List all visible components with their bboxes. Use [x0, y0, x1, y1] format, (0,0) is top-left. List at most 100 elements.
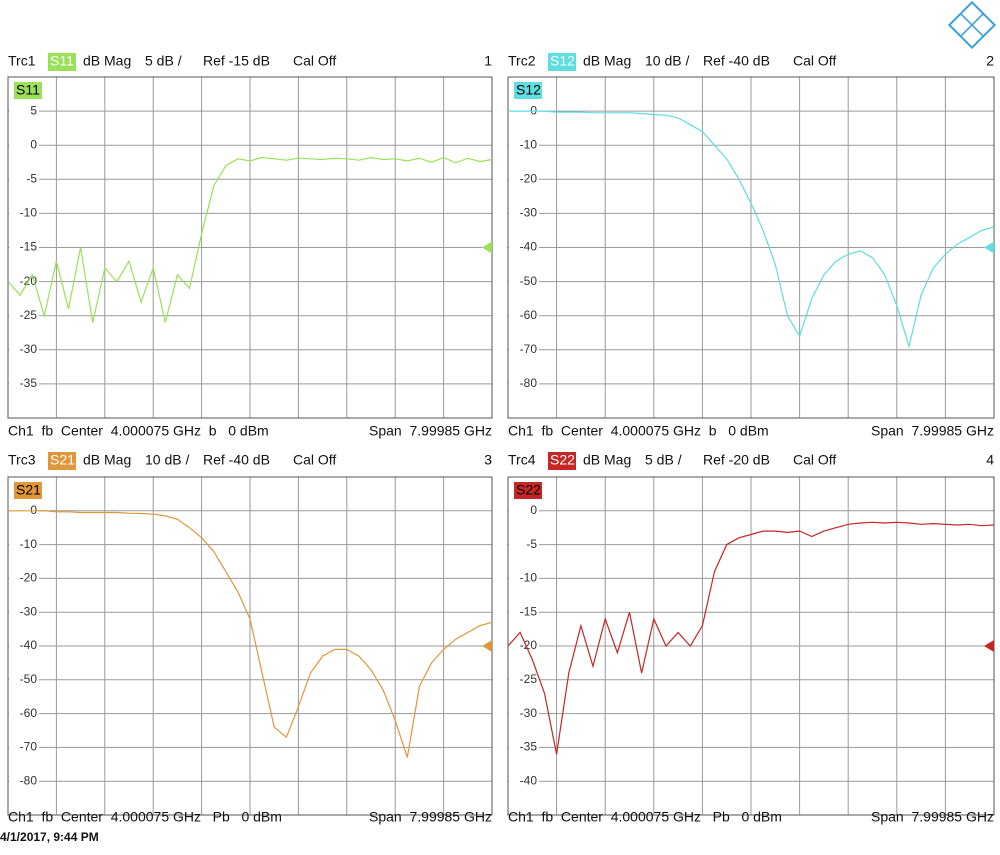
label-bg — [509, 206, 539, 221]
label-bg — [509, 342, 539, 357]
calibration: Cal Off — [293, 53, 336, 69]
legend-badge — [14, 82, 42, 99]
y-tick-label: -40 — [520, 773, 538, 787]
y-tick-label: 0 — [30, 137, 37, 151]
trace-id: Trc1 — [8, 53, 36, 69]
scale: 5 dB / — [145, 53, 182, 69]
channel-info: Ch1 fb Center 4.000075 GHz Pb 0 dBm — [8, 809, 282, 825]
label-bg — [9, 639, 39, 653]
y-tick-label: -20 — [20, 571, 38, 585]
scale: 5 dB / — [645, 452, 682, 468]
legend-label: S21 — [16, 482, 41, 498]
logo-diamond — [947, 0, 997, 50]
trace-number: 1 — [484, 53, 492, 69]
trace-line — [507, 521, 995, 755]
legend-label: S11 — [16, 82, 40, 98]
trace-param: S22 — [550, 452, 575, 468]
label-bg — [509, 376, 539, 391]
trace-line — [7, 156, 493, 323]
reference: Ref -40 dB — [203, 452, 270, 468]
y-tick-label: -80 — [20, 773, 38, 787]
timestamp: 4/1/2017, 9:44 PM — [0, 830, 99, 844]
label-bg — [509, 172, 539, 187]
y-tick-label: 0 — [530, 503, 537, 517]
ref-marker — [984, 241, 994, 254]
y-tick-label: -40 — [520, 240, 538, 254]
legend-badge — [514, 482, 542, 499]
y-tick-label: -35 — [520, 740, 538, 754]
channel-info: Ch1 fb Center 4.000075 GHz b 0 dBm — [8, 423, 269, 439]
trace-badge — [548, 452, 576, 470]
y-tick-label: -10 — [20, 537, 38, 551]
y-tick-label: -5 — [26, 171, 37, 185]
label-bg — [509, 740, 539, 755]
trace-param: S21 — [50, 452, 75, 468]
trace-panel: Trc1 S11 dB Mag 5 dB / Ref -15 dB Cal Off 1 5 0 -… — [7, 53, 493, 439]
label-bg — [509, 706, 539, 721]
trace-badge — [48, 452, 76, 470]
y-tick-label: -70 — [20, 740, 38, 754]
y-tick-label: -30 — [20, 604, 38, 618]
ref-marker — [984, 640, 994, 652]
label-bg — [509, 537, 539, 552]
calibration: Cal Off — [293, 452, 336, 468]
calibration: Cal Off — [793, 53, 836, 69]
y-tick-label: -10 — [520, 137, 538, 151]
reference: Ref -15 dB — [203, 53, 270, 69]
y-tick-label: -40 — [20, 638, 38, 652]
span-info: Span 7.99985 GHz — [369, 423, 492, 439]
label-bg — [9, 206, 39, 221]
ref-marker — [482, 640, 492, 652]
label-bg — [9, 672, 39, 687]
label-bg — [509, 503, 539, 518]
legend-label: S22 — [516, 482, 541, 498]
scale: 10 dB / — [145, 452, 189, 468]
trace-badge — [548, 53, 576, 71]
span-info: Span 7.99985 GHz — [871, 423, 994, 439]
y-tick-label: -60 — [20, 706, 38, 720]
label-bg — [9, 740, 39, 755]
label-bg — [509, 240, 539, 255]
y-tick-label: -15 — [20, 240, 38, 254]
label-bg — [509, 774, 539, 789]
channel-info: Ch1 fb Center 4.000075 GHz b 0 dBm — [508, 423, 769, 439]
y-tick-label: -15 — [520, 604, 538, 618]
calibration: Cal Off — [793, 452, 836, 468]
y-tick-label: -35 — [20, 376, 38, 390]
format: dB Mag — [583, 53, 631, 69]
label-bg — [509, 274, 539, 289]
label-bg — [509, 138, 539, 153]
y-tick-label: -25 — [520, 672, 538, 686]
format: dB Mag — [583, 452, 631, 468]
y-tick-label: -25 — [20, 308, 38, 322]
trace-panel: Trc4 S22 dB Mag 5 dB / Ref -20 dB Cal Off 4 0 -5… — [507, 452, 995, 825]
trace-id: Trc2 — [508, 53, 536, 69]
y-tick-label: -10 — [20, 206, 38, 220]
label-bg — [9, 104, 39, 119]
label-bg — [9, 274, 39, 289]
y-tick-label: -70 — [520, 342, 538, 356]
trace-number: 3 — [484, 452, 492, 468]
trace-param: S12 — [550, 53, 575, 69]
y-tick-label: 0 — [30, 503, 37, 517]
trace-panel: Trc2 S12 dB Mag 10 dB / Ref -40 dB Cal Off 2 0 -… — [507, 53, 995, 439]
channel-info: Ch1 fb Center 4.000075 GHz Pb 0 dBm — [508, 809, 782, 825]
label-bg — [9, 774, 39, 789]
span-info: Span 7.99985 GHz — [369, 809, 492, 825]
trace-param: S11 — [50, 53, 74, 69]
y-tick-label: -5 — [526, 537, 537, 551]
logo-line — [960, 13, 984, 37]
trace-id: Trc4 — [508, 452, 536, 468]
y-tick-label: -30 — [20, 342, 38, 356]
format: dB Mag — [83, 452, 131, 468]
label-bg — [509, 571, 539, 586]
trace-line — [8, 510, 493, 758]
y-tick-label: -80 — [520, 376, 538, 390]
label-bg — [509, 639, 539, 653]
label-bg — [9, 308, 39, 323]
format: dB Mag — [83, 53, 131, 69]
legend-label: S12 — [516, 82, 541, 98]
label-bg — [9, 605, 39, 620]
trace-badge — [48, 53, 76, 71]
